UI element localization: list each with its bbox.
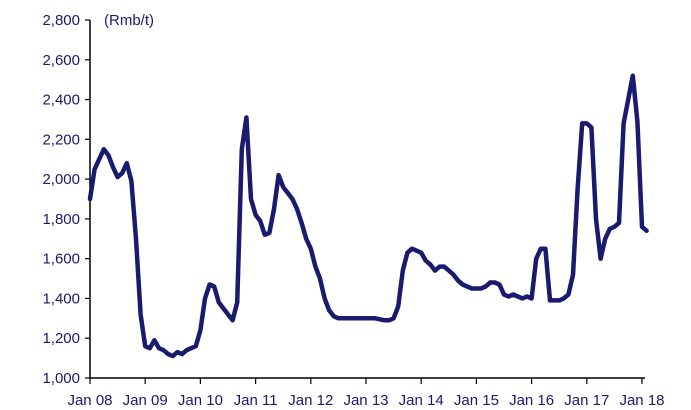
y-tick-label: 1,400 — [42, 290, 80, 307]
y-tick-label: 2,400 — [42, 92, 80, 109]
y-tick-label: 1,600 — [42, 251, 80, 268]
x-tick-label: Jan 09 — [123, 392, 168, 409]
x-tick-label: Jan 12 — [288, 392, 333, 409]
y-axis: 1,000 1,200 1,400 1,600 1,800 2,000 2,200 2,400… — [42, 12, 91, 387]
x-tick-label: Jan 17 — [564, 392, 609, 409]
y-tick-label: 2,200 — [42, 131, 80, 148]
x-tick-label: Jan 11 — [234, 392, 278, 409]
x-tick-label: Jan 14 — [399, 392, 444, 409]
y-tick-label: 2,600 — [42, 52, 80, 69]
x-tick-label: Jan 18 — [619, 392, 664, 409]
series-line — [87, 73, 649, 359]
x-tick-label: Jan 16 — [509, 392, 554, 409]
y-tick-label: 1,000 — [42, 370, 80, 387]
x-axis: Jan 08 Jan 09 Jan 10 Jan 11 Jan 12 Jan 13 Jan … — [67, 377, 665, 409]
x-tick-label: Jan 10 — [178, 392, 223, 409]
y-tick-label: 2,000 — [42, 171, 80, 188]
unit-label: (Rmb/t) — [104, 12, 154, 29]
x-tick-label: Jan 13 — [343, 392, 388, 409]
y-tick-label: 2,800 — [42, 12, 80, 29]
x-tick-label: Jan 08 — [67, 392, 112, 409]
series-group — [87, 73, 649, 359]
y-tick-label: 1,200 — [42, 330, 80, 347]
x-tick-label: Jan 15 — [454, 392, 499, 409]
y-tick-label: 1,800 — [42, 211, 80, 228]
